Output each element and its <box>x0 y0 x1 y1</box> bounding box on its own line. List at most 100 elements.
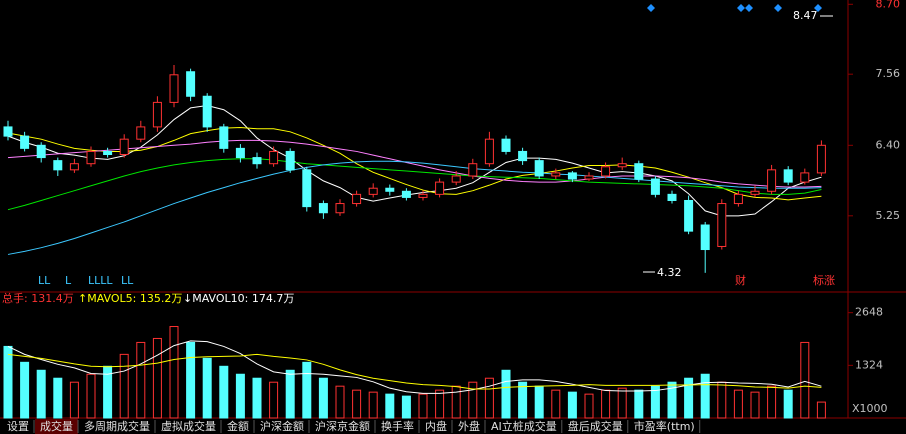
tab-label[interactable]: 多周期成交量 <box>84 419 150 433</box>
tab-label[interactable]: 内盘 <box>425 419 447 433</box>
candle-body <box>617 163 627 168</box>
candle-body <box>634 163 644 180</box>
tab-label[interactable]: 金额 <box>227 419 249 433</box>
tab-background[interactable] <box>376 419 419 434</box>
volume-bar <box>733 389 743 419</box>
volume-bar <box>152 337 162 419</box>
candle-body <box>136 126 146 140</box>
candle-body <box>816 144 826 174</box>
tab-label[interactable]: AI立桩成交量 <box>491 419 557 433</box>
volume-bar <box>601 389 611 419</box>
candle-body <box>53 160 63 171</box>
volume-bar <box>318 377 328 419</box>
volume-bar <box>235 373 245 419</box>
candle-body <box>335 203 345 214</box>
volume-bar <box>285 369 295 419</box>
candle-body <box>219 126 229 149</box>
tab-background[interactable] <box>420 419 452 434</box>
volume-bar <box>650 385 660 419</box>
volume-bar <box>800 341 810 419</box>
tab-label[interactable]: 虚拟成交量 <box>161 419 216 433</box>
tab-background[interactable] <box>156 419 221 434</box>
volume-average-line <box>7 353 822 390</box>
volume-bar <box>202 357 212 419</box>
volume-bar <box>186 341 196 419</box>
tab-background[interactable] <box>255 419 309 434</box>
tab[interactable]: 多周期成交量 <box>79 419 156 434</box>
tab-label[interactable]: 成交量 <box>40 419 73 433</box>
candle-body <box>501 138 511 152</box>
candle-body <box>667 193 677 201</box>
candle-body <box>186 71 196 97</box>
tab[interactable]: 成交量 <box>35 419 79 434</box>
candle-body <box>352 193 362 205</box>
candle-body <box>700 224 710 251</box>
candle-body <box>86 150 96 165</box>
tab-label[interactable]: 盘后成交量 <box>568 419 623 433</box>
candle-body <box>418 193 428 198</box>
volume-bar <box>717 381 727 419</box>
candle-body <box>318 203 328 214</box>
tab-label[interactable]: 外盘 <box>458 419 480 433</box>
y-tick-label: 8.70 <box>876 0 901 10</box>
signal-mark: LL <box>38 274 51 287</box>
tab[interactable]: 盘后成交量 <box>562 419 629 434</box>
volume-bar <box>667 381 677 419</box>
tab-background[interactable] <box>79 419 155 434</box>
tab-background[interactable] <box>486 419 562 434</box>
diamond <box>814 4 822 12</box>
candle-body <box>551 172 561 177</box>
y-tick-label: 5.25 <box>876 209 901 222</box>
tab-label[interactable]: 沪深金额 <box>260 419 304 433</box>
candle-body <box>401 190 411 198</box>
candle-body <box>451 175 461 183</box>
event-mark: 标涨 <box>813 273 835 287</box>
tab-background[interactable] <box>310 419 375 434</box>
tab-label[interactable]: 换手率 <box>381 419 414 433</box>
volume-bar <box>119 353 129 419</box>
candle-body <box>152 101 162 128</box>
volume-bar <box>418 393 428 419</box>
volume-bar <box>69 381 79 419</box>
tab-background[interactable] <box>562 419 628 434</box>
tab[interactable]: 虚拟成交量 <box>156 419 222 434</box>
volume-bar <box>20 361 30 419</box>
low-annotation: 4.32 <box>657 266 682 279</box>
volume-bar <box>518 381 528 419</box>
tab-background[interactable] <box>453 419 485 434</box>
candle-body <box>3 126 13 137</box>
tab[interactable]: 金额 <box>222 419 255 434</box>
tab[interactable]: 设置 <box>2 419 35 434</box>
candle-body <box>534 160 544 177</box>
tab-background[interactable] <box>628 419 700 434</box>
moving-average-line <box>7 139 822 188</box>
tab[interactable]: 沪深京金额 <box>310 419 376 434</box>
tab-label[interactable]: 市盈率(ttm) <box>634 419 695 433</box>
y-tick-label: 2648 <box>855 306 883 319</box>
tab[interactable]: 内盘 <box>420 419 453 434</box>
volume-bar <box>86 373 96 419</box>
tab-background[interactable] <box>222 419 254 434</box>
tab[interactable]: 市盈率(ttm) <box>628 419 701 434</box>
moving-average-line <box>7 127 822 201</box>
volume-bar <box>269 381 279 419</box>
tab-background[interactable] <box>35 419 78 434</box>
candle-body <box>518 150 528 162</box>
volume-bar <box>534 385 544 419</box>
volume-bar <box>53 377 63 419</box>
header-total: 总手: 131.4万 <box>2 291 74 305</box>
tab-label[interactable]: 设置 <box>7 420 29 433</box>
volume-bar <box>584 393 594 419</box>
candle-body <box>717 203 727 247</box>
tab[interactable]: 外盘 <box>453 419 486 434</box>
volume-bar <box>468 381 478 419</box>
diamond <box>745 4 753 12</box>
tab[interactable]: 换手率 <box>376 419 420 434</box>
tab[interactable]: AI立桩成交量 <box>486 419 563 434</box>
tab-background[interactable] <box>2 419 34 434</box>
y-tick-label: 1324 <box>855 358 883 371</box>
tab[interactable]: 沪深金额 <box>255 419 310 434</box>
candle-body <box>468 163 478 177</box>
tab-label[interactable]: 沪深京金额 <box>315 419 370 433</box>
